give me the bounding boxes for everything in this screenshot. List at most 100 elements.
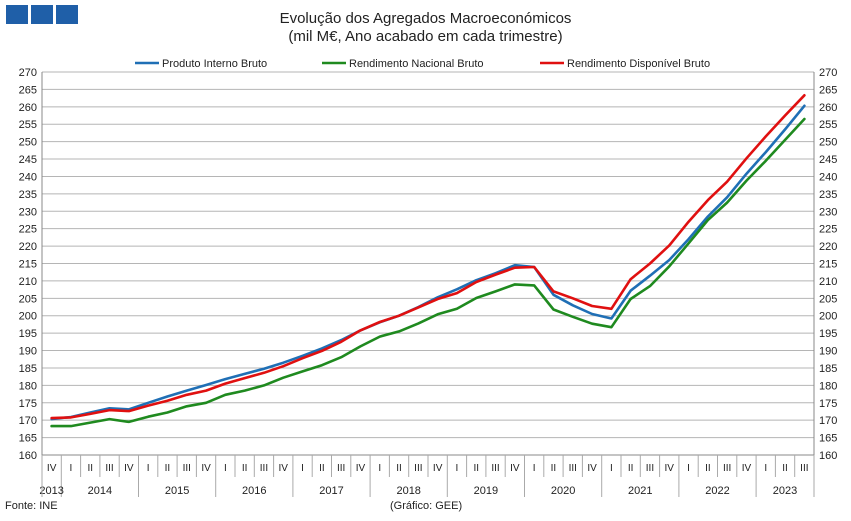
quarter-label: IV [742, 463, 752, 474]
y-tick-label-right: 210 [819, 276, 837, 288]
y-tick-label-left: 185 [19, 363, 37, 375]
y-tick-label-right: 195 [819, 328, 837, 340]
quarter-label: I [224, 463, 227, 474]
quarter-label: III [800, 463, 808, 474]
y-tick-label-right: 170 [819, 415, 837, 427]
year-label: 2015 [165, 485, 189, 497]
quarter-label: IV [47, 463, 57, 474]
quarter-label: III [105, 463, 113, 474]
y-tick-label-right: 215 [819, 259, 837, 271]
quarter-label: III [183, 463, 191, 474]
y-tick-label-left: 175 [19, 398, 37, 410]
y-tick-label-right: 255 [819, 119, 837, 131]
y-tick-label-right: 175 [819, 398, 837, 410]
y-tick-label-left: 235 [19, 189, 37, 201]
y-tick-label-left: 265 [19, 84, 37, 96]
year-label: 2014 [88, 485, 112, 497]
y-tick-label-left: 160 [19, 450, 37, 462]
quarter-label: II [87, 463, 93, 474]
y-tick-label-left: 195 [19, 328, 37, 340]
y-tick-label-left: 220 [19, 241, 37, 253]
y-axis-right: 160 165 170 175 180 185 190 195 200 205 210 215 220 2… [819, 67, 837, 462]
y-tick-label-left: 250 [19, 137, 37, 149]
quarter-label: III [414, 463, 422, 474]
y-tick-label-right: 235 [819, 189, 837, 201]
y-tick-label-right: 180 [819, 380, 837, 392]
year-label: 2023 [773, 485, 797, 497]
quarter-label: II [319, 463, 325, 474]
series-lines [50, 94, 806, 428]
y-tick-label-left: 215 [19, 259, 37, 271]
quarter-label: II [165, 463, 171, 474]
legend: Produto Interno Bruto Rendimento Nacional… [135, 58, 710, 70]
quarter-label: I [378, 463, 381, 474]
logo-block-1 [6, 5, 28, 24]
quarter-label: III [646, 463, 654, 474]
y-tick-label-left: 200 [19, 311, 37, 323]
quarter-label: I [764, 463, 767, 474]
y-tick-label-right: 190 [819, 346, 837, 358]
y-tick-label-right: 240 [819, 171, 837, 183]
legend-label: Rendimento Disponível Bruto [567, 58, 710, 70]
y-tick-label-left: 180 [19, 380, 37, 392]
quarter-label: II [782, 463, 788, 474]
quarter-label: III [723, 463, 731, 474]
year-label: 2022 [705, 485, 729, 497]
quarter-label: IV [433, 463, 443, 474]
quarter-label: IV [665, 463, 675, 474]
quarter-label: I [147, 463, 150, 474]
y-tick-label-right: 220 [819, 241, 837, 253]
y-tick-label-left: 210 [19, 276, 37, 288]
quarter-label: IV [356, 463, 366, 474]
year-label: 2021 [628, 485, 652, 497]
year-label: 2013 [39, 485, 63, 497]
y-tick-label-right: 165 [819, 433, 837, 445]
y-tick-label-left: 205 [19, 293, 37, 305]
quarter-label: I [70, 463, 73, 474]
graph-credit: (Gráfico: GEE) [390, 500, 463, 512]
y-tick-label-left: 240 [19, 171, 37, 183]
quarter-label: III [260, 463, 268, 474]
y-tick-label-right: 225 [819, 224, 837, 236]
y-tick-label-right: 265 [819, 84, 837, 96]
legend-label: Produto Interno Bruto [162, 58, 267, 70]
quarter-label: I [533, 463, 536, 474]
quarter-label: II [551, 463, 557, 474]
quarter-label: II [628, 463, 634, 474]
y-tick-label-right: 200 [819, 311, 837, 323]
quarter-label: III [337, 463, 345, 474]
year-label: 2017 [319, 485, 343, 497]
y-tick-label-right: 205 [819, 293, 837, 305]
legend-label: Rendimento Nacional Bruto [349, 58, 484, 70]
x-axis: IV I II III IV I II III IV I II III IV I II III IV I II III… [39, 455, 815, 497]
quarter-label: IV [510, 463, 520, 474]
series-line [50, 104, 806, 421]
quarter-label: II [705, 463, 711, 474]
quarter-label: III [569, 463, 577, 474]
y-tick-label-left: 260 [19, 102, 37, 114]
year-label: 2018 [396, 485, 420, 497]
y-tick-label-right: 160 [819, 450, 837, 462]
quarter-label: I [301, 463, 304, 474]
quarter-label: II [242, 463, 248, 474]
quarter-label: I [456, 463, 459, 474]
y-tick-label-right: 250 [819, 137, 837, 149]
y-tick-label-left: 190 [19, 346, 37, 358]
y-tick-label-right: 185 [819, 363, 837, 375]
y-tick-label-left: 225 [19, 224, 37, 236]
y-tick-label-left: 255 [19, 119, 37, 131]
y-tick-label-left: 170 [19, 415, 37, 427]
quarter-label: IV [587, 463, 597, 474]
y-tick-label-left: 165 [19, 433, 37, 445]
y-tick-label-left: 245 [19, 154, 37, 166]
chart-subtitle: (mil M€, Ano acabado em cada trimestre) [288, 28, 563, 45]
quarter-label: II [396, 463, 402, 474]
quarter-label: IV [124, 463, 134, 474]
quarter-label: IV [279, 463, 289, 474]
logo-block-2 [31, 5, 53, 24]
y-tick-label-right: 230 [819, 206, 837, 218]
year-label: 2020 [551, 485, 575, 497]
year-label: 2016 [242, 485, 266, 497]
y-tick-label-right: 270 [819, 67, 837, 79]
